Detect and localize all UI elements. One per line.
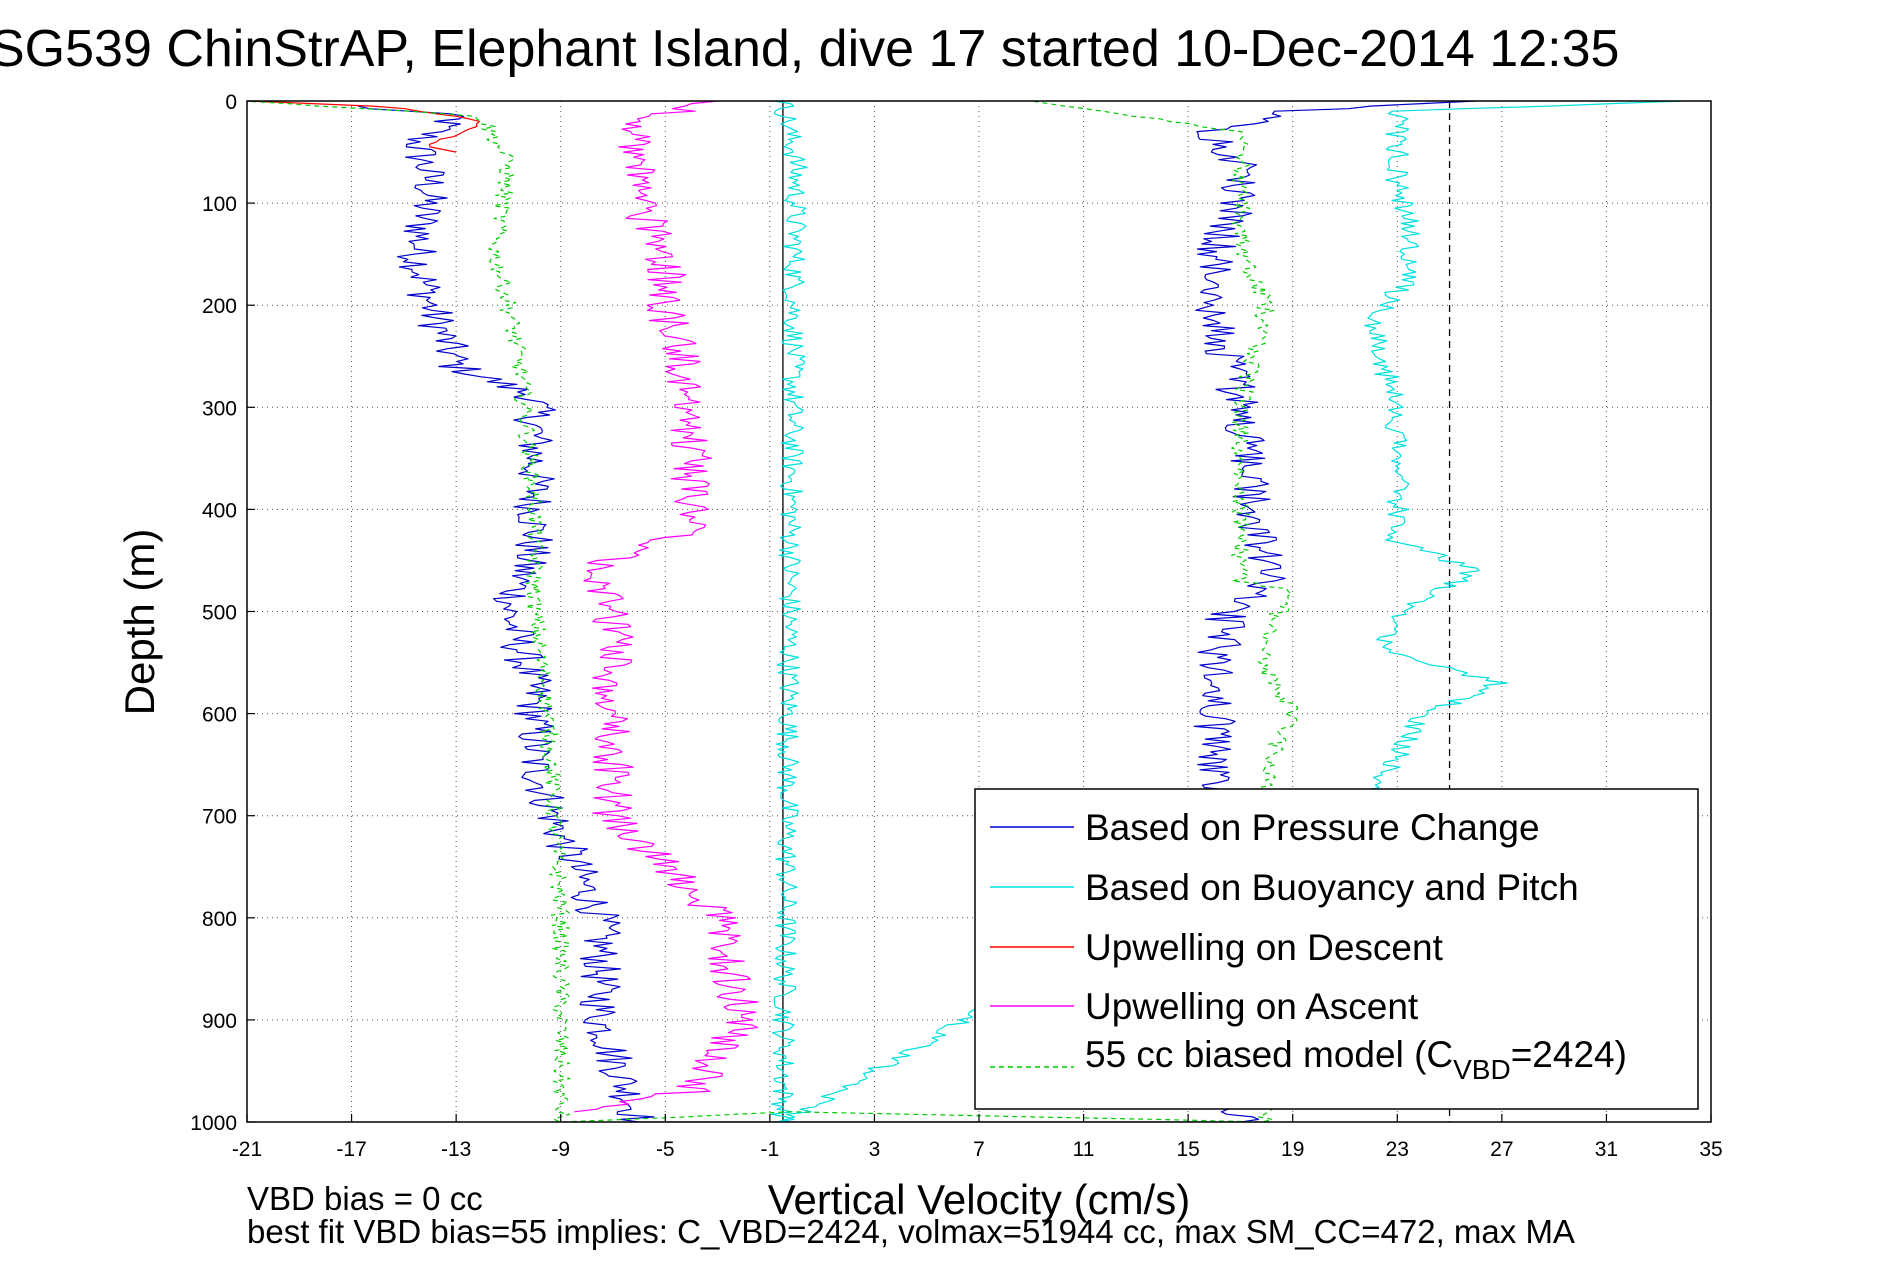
x-tick-label: 27	[1490, 1138, 1513, 1161]
y-ticks: 0 100 200 300 400 500 600 700 800 900 1000	[190, 91, 255, 1135]
series-lines	[247, 101, 1685, 1122]
y-tick-label: 300	[202, 397, 237, 420]
y-axis-title: Depth (m)	[116, 529, 163, 716]
series-line	[574, 101, 759, 1113]
x-axis-title: Vertical Velocity (cm/s)	[768, 1176, 1190, 1223]
x-tick-label: -21	[232, 1138, 262, 1161]
x-tick-label: 23	[1386, 1138, 1409, 1161]
series-line	[247, 101, 480, 153]
series-line	[247, 101, 1299, 1122]
x-tick-label: -13	[441, 1138, 471, 1161]
y-tick-label: 600	[202, 704, 237, 727]
legend-model-sub: VBD	[1453, 1054, 1511, 1085]
y-tick-label: 800	[202, 908, 237, 931]
x-tick-label: -1	[761, 1138, 780, 1161]
legend: Based on Pressure Change Based on Buoyan…	[974, 788, 1699, 1110]
y-tick-label: 0	[225, 91, 237, 114]
x-tick-label: 7	[973, 1138, 985, 1161]
y-tick-label: 700	[202, 806, 237, 829]
legend-box	[974, 788, 1699, 1110]
x-tick-label: 31	[1595, 1138, 1618, 1161]
y-tick-label: 500	[202, 602, 237, 625]
vbd-bias-note: VBD bias = 0 cc	[247, 1180, 483, 1217]
y-tick-label: 200	[202, 295, 237, 318]
y-tick-label: 100	[202, 193, 237, 216]
legend-model-main: 55 cc biased model (C	[1085, 1034, 1453, 1075]
x-tick-label: -17	[336, 1138, 366, 1161]
x-tick-label: 11	[1073, 1138, 1095, 1161]
series-line	[357, 101, 1476, 1122]
y-tick-label: 400	[202, 499, 237, 522]
x-tick-label: 19	[1281, 1138, 1304, 1161]
best-fit-note: best fit VBD bias=55 implies: C_VBD=2424…	[247, 1213, 1575, 1250]
legend-label-model: 55 cc biased model (CVBD=2424)	[1085, 1034, 1627, 1085]
y-tick-label: 900	[202, 1010, 237, 1033]
legend-label-buoyancy: Based on Buoyancy and Pitch	[1085, 867, 1579, 908]
legend-label-ascent: Upwelling on Ascent	[1085, 986, 1419, 1027]
legend-model-end: =2424)	[1511, 1034, 1627, 1075]
x-tick-label: 35	[1699, 1138, 1722, 1161]
series-line	[770, 101, 1685, 1122]
x-tick-label: 15	[1176, 1138, 1199, 1161]
chart-title: SG539 ChinStrAP, Elephant Island, dive 1…	[0, 20, 1619, 78]
x-tick-label: -5	[656, 1138, 675, 1161]
x-ticks: -21 -17 -13 -9 -5 -1 3 7 11 15 19 23 27 31 35	[232, 1114, 1723, 1161]
legend-label-pressure: Based on Pressure Change	[1085, 807, 1540, 848]
legend-label-descent: Upwelling on Descent	[1085, 927, 1444, 968]
y-tick-label: 1000	[190, 1112, 237, 1135]
x-tick-label: -9	[551, 1138, 570, 1161]
x-tick-label: 3	[869, 1138, 881, 1161]
